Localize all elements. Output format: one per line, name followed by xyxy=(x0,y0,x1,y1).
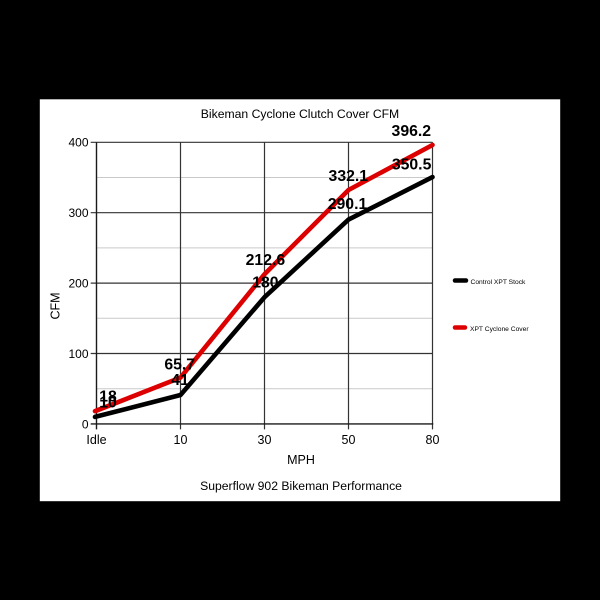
svg-text:MPH: MPH xyxy=(287,453,315,467)
svg-text:Bikeman Cyclone Clutch Cover C: Bikeman Cyclone Clutch Cover CFM xyxy=(201,107,399,121)
svg-text:10: 10 xyxy=(174,433,188,447)
svg-text:0: 0 xyxy=(82,417,89,431)
svg-text:XPT Cyclone Cover: XPT Cyclone Cover xyxy=(470,326,529,333)
svg-text:332.1: 332.1 xyxy=(329,168,369,185)
svg-text:10: 10 xyxy=(99,395,117,412)
svg-text:80: 80 xyxy=(426,433,440,447)
svg-text:Idle: Idle xyxy=(86,433,106,447)
svg-text:200: 200 xyxy=(68,277,88,291)
svg-text:Control XPT Stock: Control XPT Stock xyxy=(471,279,527,286)
svg-text:300: 300 xyxy=(68,206,88,220)
svg-text:Superflow 902 Bikeman Performa: Superflow 902 Bikeman Performance xyxy=(200,479,402,493)
svg-text:41: 41 xyxy=(171,372,189,389)
svg-text:100: 100 xyxy=(68,347,88,361)
svg-text:212.6: 212.6 xyxy=(246,252,286,269)
svg-text:18: 18 xyxy=(99,389,117,406)
svg-text:290.1: 290.1 xyxy=(328,196,368,213)
svg-text:396.2: 396.2 xyxy=(392,123,432,140)
svg-text:65.7: 65.7 xyxy=(164,357,195,374)
svg-text:50: 50 xyxy=(342,433,356,447)
svg-text:30: 30 xyxy=(258,433,272,447)
svg-text:400: 400 xyxy=(68,136,88,150)
svg-text:180: 180 xyxy=(252,275,279,292)
svg-text:350.5: 350.5 xyxy=(392,156,432,173)
svg-text:CFM: CFM xyxy=(48,292,62,319)
